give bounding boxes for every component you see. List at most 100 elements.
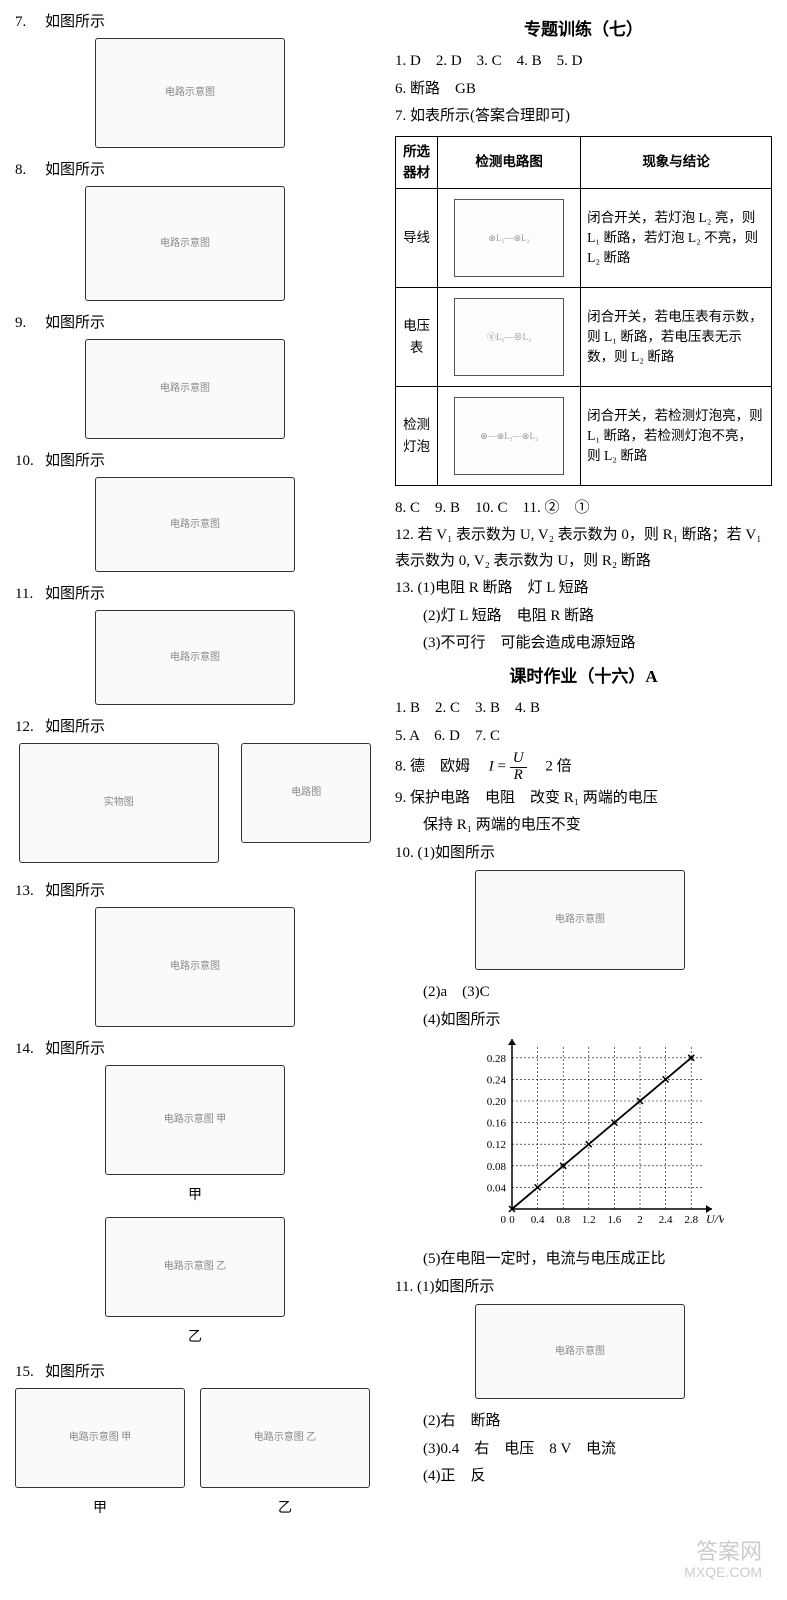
table-row: 电压表 ⓋL₁—⊗L₂ 闭合开关，若电压表有示数，则 L₁ 断路，若电压表无示数…	[396, 287, 772, 386]
section-title: 课时作业（十六）A	[395, 663, 772, 690]
circuit-diagram: 电路示意图	[95, 907, 295, 1027]
answer-line: (5)在电阻一定时，电流与电压成正比	[423, 1247, 772, 1273]
circuit-diagram: 电路示意图	[95, 38, 285, 148]
item-number: 11.	[15, 582, 45, 606]
item-number: 8.	[15, 158, 45, 182]
left-item-13: 13. 如图所示 电路示意图	[15, 879, 375, 1027]
svg-text:0.20: 0.20	[486, 1096, 506, 1108]
left-item-14: 14. 如图所示 电路示意图 甲 甲 电路示意图 乙 乙	[15, 1037, 375, 1350]
circuit-diagram: 电路示意图 乙	[105, 1217, 285, 1317]
circuit-diagram: 电路示意图	[475, 1304, 685, 1399]
item-number: 10.	[15, 449, 45, 473]
answer-line: 8. 德 欧姆 I = U R 2 倍	[395, 751, 772, 784]
answer-line: (2)右 断路	[423, 1409, 772, 1435]
table-header: 现象与结论	[581, 136, 772, 188]
svg-text:0.24: 0.24	[486, 1074, 506, 1086]
answer-line: 11. (1)如图所示	[395, 1275, 772, 1301]
answer-line: 13. (1)电阻 R 断路 灯 L 短路	[395, 576, 772, 602]
circuit-diagram: 电路示意图 甲	[15, 1388, 185, 1488]
svg-text:0.12: 0.12	[486, 1139, 505, 1151]
answer-line: (4)正 反	[423, 1464, 772, 1490]
result-cell: 闭合开关，若检测灯泡亮，则 L₁ 断路，若检测灯泡不亮，则 L₂ 断路	[581, 386, 772, 485]
left-item-11: 11. 如图所示 电路示意图	[15, 582, 375, 705]
answer-line: (4)如图所示	[423, 1008, 772, 1034]
formula-fraction: U R	[510, 751, 527, 784]
circuit-schematic: 电路图	[241, 743, 371, 843]
answer-line: 12. 若 V₁ 表示数为 U, V₂ 表示数为 0，则 R₁ 断路；若 V₁ …	[395, 523, 772, 574]
svg-text:0: 0	[509, 1214, 515, 1226]
item-number: 7.	[15, 10, 45, 34]
circuit-diagram: 电路示意图 乙	[200, 1388, 370, 1488]
watermark-line2: MXQE.COM	[684, 1565, 762, 1580]
item-label: 如图所示	[45, 311, 375, 335]
circuit-diagram: 电路示意图	[95, 477, 295, 572]
item-number: 14.	[15, 1037, 45, 1061]
diagram-caption: 甲	[15, 1498, 185, 1520]
svg-text:U/V: U/V	[706, 1212, 724, 1226]
left-item-8: 8. 如图所示 电路示意图	[15, 158, 375, 301]
item-label: 如图所示	[45, 158, 375, 182]
left-item-9: 9. 如图所示 电路示意图	[15, 311, 375, 439]
left-item-15: 15. 如图所示 电路示意图 甲 甲 电路示意图 乙 乙	[15, 1360, 375, 1530]
answer-line: (2)a (3)C	[423, 980, 772, 1006]
q8-prefix: 8. 德 欧姆	[395, 759, 485, 775]
section-title: 专题训练（七）	[395, 16, 772, 43]
fraction-numerator: U	[510, 751, 527, 768]
svg-text:2.4: 2.4	[658, 1214, 672, 1226]
left-column: 7. 如图所示 电路示意图 8. 如图所示 电路示意图 9. 如图所示 电路示意…	[15, 10, 375, 1536]
answer-line: (3)0.4 右 电压 8 V 电流	[423, 1437, 772, 1463]
result-cell: 闭合开关，若电压表有示数，则 L₁ 断路，若电压表无示数，则 L₂ 断路	[581, 287, 772, 386]
tool-cell: 检测灯泡	[396, 386, 438, 485]
item-label: 如图所示	[45, 582, 375, 606]
answer-line: 9. 保护电路 电阻 改变 R₁ 两端的电压	[395, 786, 772, 812]
circuit-diagram: 电路示意图 甲	[105, 1065, 285, 1175]
iv-chart: 00.40.81.21.622.42.80.040.080.120.160.20…	[415, 1037, 772, 1237]
svg-text:2: 2	[637, 1214, 643, 1226]
diagram-caption: 乙	[200, 1498, 370, 1520]
circuit-cell: ⊗L₁—⊗L₂	[438, 188, 581, 287]
item-number: 13.	[15, 879, 45, 903]
tool-cell: 导线	[396, 188, 438, 287]
svg-text:0.04: 0.04	[486, 1182, 506, 1194]
circuit-diagram: 电路示意图	[95, 610, 295, 705]
svg-text:2.8: 2.8	[684, 1214, 698, 1226]
watermark: 答案网 MXQE.COM	[684, 1540, 762, 1580]
table-header: 所选器材	[396, 136, 438, 188]
table-row: 检测灯泡 ⊗—⊗L₁—⊗L₂ 闭合开关，若检测灯泡亮，则 L₁ 断路，若检测灯泡…	[396, 386, 772, 485]
svg-text:1.2: 1.2	[581, 1214, 595, 1226]
fraction-denominator: R	[510, 768, 527, 784]
circuit-diagram: 实物图	[19, 743, 219, 863]
diagram-caption: 乙	[15, 1327, 375, 1349]
diagram-caption: 甲	[15, 1185, 375, 1207]
table-row: 导线 ⊗L₁—⊗L₂ 闭合开关，若灯泡 L₂ 亮，则 L₁ 断路，若灯泡 L₂ …	[396, 188, 772, 287]
left-item-10: 10. 如图所示 电路示意图	[15, 449, 375, 572]
item-label: 如图所示	[45, 1037, 375, 1061]
svg-text:0.4: 0.4	[530, 1214, 544, 1226]
item-label: 如图所示	[45, 449, 375, 473]
formula-eq: =	[498, 759, 506, 775]
item-label: 如图所示	[45, 715, 375, 739]
formula-I: I	[489, 759, 494, 775]
table-header: 检测电路图	[438, 136, 581, 188]
watermark-line1: 答案网	[684, 1540, 762, 1564]
svg-text:0.16: 0.16	[486, 1118, 506, 1130]
svg-text:0.28: 0.28	[486, 1053, 506, 1065]
answer-line: 5. A 6. D 7. C	[395, 724, 772, 750]
item-number: 12.	[15, 715, 45, 739]
circuit-cell: ⊗—⊗L₁—⊗L₂	[438, 386, 581, 485]
item-number: 15.	[15, 1360, 45, 1384]
circuit-diagram: 电路示意图	[475, 870, 685, 970]
q8-suffix: 2 倍	[530, 759, 571, 775]
circuit-cell: ⓋL₁—⊗L₂	[438, 287, 581, 386]
circuit-diagram: 电路示意图	[85, 339, 285, 439]
right-column: 专题训练（七） 1. D 2. D 3. C 4. B 5. D 6. 断路 G…	[395, 10, 772, 1536]
answer-line: 7. 如表所示(答案合理即可)	[395, 104, 772, 130]
svg-text:I/A: I/A	[517, 1037, 533, 1040]
answer-line: (3)不可行 可能会造成电源短路	[423, 631, 772, 657]
svg-text:0.8: 0.8	[556, 1214, 570, 1226]
item-label: 如图所示	[45, 1360, 375, 1384]
answer-line: 1. B 2. C 3. B 4. B	[395, 696, 772, 722]
svg-text:0.08: 0.08	[486, 1161, 506, 1173]
svg-text:0: 0	[500, 1214, 506, 1226]
answer-line: 10. (1)如图所示	[395, 841, 772, 867]
